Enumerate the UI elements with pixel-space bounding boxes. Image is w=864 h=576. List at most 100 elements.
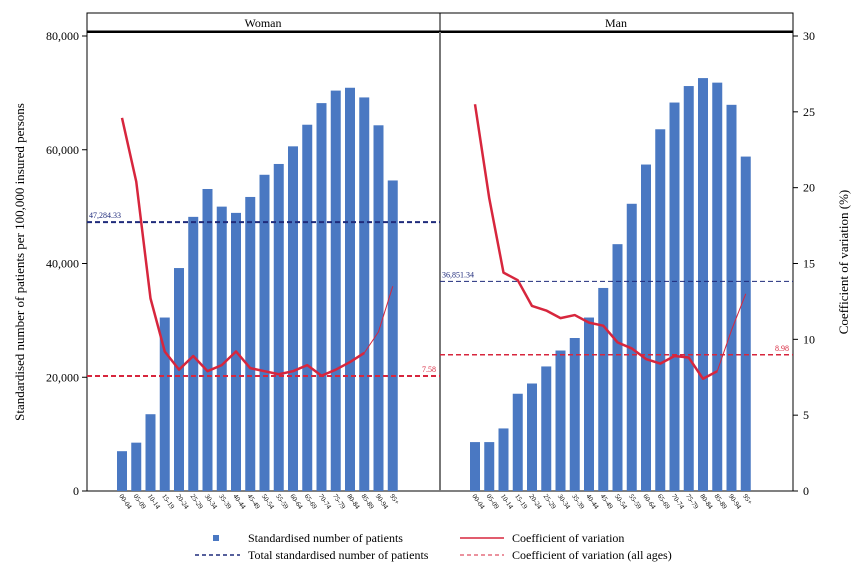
total-reference-label: 36,851.34 xyxy=(442,270,474,279)
bar xyxy=(498,428,509,491)
x-tick-label: 85-89 xyxy=(713,493,729,511)
bar xyxy=(288,146,298,491)
left-axis-tick-label: 0 xyxy=(73,484,79,498)
panel-woman: 00-0405-0910-1415-1920-2425-2930-3435-39… xyxy=(87,87,440,511)
bar xyxy=(726,104,737,491)
x-tick-label: 60-64 xyxy=(641,493,657,511)
x-tick-label: 70-74 xyxy=(317,493,333,511)
strip-label-woman: Woman xyxy=(244,16,281,30)
bar xyxy=(698,78,708,492)
strip-label-man: Man xyxy=(605,16,627,30)
legend: Standardised number of patients Coeffici… xyxy=(195,531,672,562)
bar xyxy=(387,180,398,491)
bar xyxy=(245,196,256,492)
x-tick-label: 20-24 xyxy=(174,493,190,511)
x-tick-label: 95+ xyxy=(388,493,401,507)
bar xyxy=(470,442,480,491)
right-axis-tick-label: 20 xyxy=(803,181,815,195)
x-tick-label: 65-69 xyxy=(656,493,672,511)
panel-man: 00-0405-0910-1415-1920-2425-2930-3435-39… xyxy=(440,78,793,511)
bar xyxy=(117,451,127,491)
cv-line xyxy=(120,117,365,377)
cv-all-reference-label: 7.58 xyxy=(422,365,436,374)
bar xyxy=(569,338,580,491)
x-tick-label: 65-69 xyxy=(303,493,319,511)
x-tick-label: 90-94 xyxy=(374,493,390,511)
x-tick-label: 25-29 xyxy=(189,493,205,511)
x-tick-label: 70-74 xyxy=(670,493,686,511)
bar xyxy=(359,97,370,492)
x-tick-label: 50-54 xyxy=(613,493,629,511)
right-axis-tick-label: 30 xyxy=(803,29,815,43)
left-axis: 0 20,000 40,000 60,000 80,000 xyxy=(46,29,87,498)
legend-label-total: Total standardised number of patients xyxy=(248,548,429,562)
bar xyxy=(598,287,609,491)
bar xyxy=(683,86,694,492)
legend-label-cv-all: Coefficient of variation (all ages) xyxy=(512,548,672,562)
left-axis-tick-label: 60,000 xyxy=(46,143,79,157)
left-axis-tick-label: 80,000 xyxy=(46,29,79,43)
legend-label-bar: Standardised number of patients xyxy=(248,531,403,545)
bar xyxy=(174,268,184,491)
x-tick-label: 25-29 xyxy=(542,493,558,511)
x-tick-label: 30-34 xyxy=(556,493,572,511)
x-tick-label: 95+ xyxy=(741,493,754,507)
x-tick-label: 10-14 xyxy=(499,493,515,511)
bar xyxy=(145,414,156,491)
bar xyxy=(740,156,751,491)
bar xyxy=(484,442,495,491)
left-axis-tick-label: 20,000 xyxy=(46,370,79,384)
bar xyxy=(345,87,355,491)
right-axis-tick-label: 0 xyxy=(803,484,809,498)
bar xyxy=(669,102,680,491)
bar xyxy=(641,164,651,491)
right-axis-label: Coefficient of variation (%) xyxy=(836,190,851,335)
x-tick-label: 45-49 xyxy=(599,493,615,511)
x-tick-label: 45-49 xyxy=(246,493,262,511)
x-tick-label: 85-89 xyxy=(360,493,376,511)
bar xyxy=(330,90,341,491)
x-tick-label: 55-59 xyxy=(274,493,290,511)
right-axis-tick-label: 5 xyxy=(803,408,809,422)
x-tick-label: 15-19 xyxy=(513,493,529,511)
x-tick-label: 40-44 xyxy=(584,493,600,511)
x-tick-label: 05-09 xyxy=(485,493,501,511)
bar xyxy=(131,442,142,491)
x-tick-label: 20-24 xyxy=(527,493,543,511)
bar xyxy=(302,124,313,491)
bar xyxy=(202,188,213,491)
x-tick-label: 05-09 xyxy=(132,493,148,511)
legend-swatch-bar xyxy=(213,535,219,541)
bar xyxy=(555,350,566,491)
bar xyxy=(527,383,537,491)
x-tick-label: 55-59 xyxy=(627,493,643,511)
bar xyxy=(541,366,552,491)
bar xyxy=(655,129,666,491)
x-tick-label: 75-79 xyxy=(684,493,700,511)
x-tick-label: 90-94 xyxy=(727,493,743,511)
bar xyxy=(373,125,384,491)
x-tick-label: 35-39 xyxy=(217,493,233,511)
right-axis-tick-label: 25 xyxy=(803,105,815,119)
right-axis-tick-label: 15 xyxy=(803,257,815,271)
x-tick-label: 40-44 xyxy=(231,493,247,511)
x-tick-label: 35-39 xyxy=(570,493,586,511)
legend-label-cv: Coefficient of variation xyxy=(512,531,624,545)
x-tick-label: 00-04 xyxy=(470,493,486,511)
bar xyxy=(612,244,623,491)
x-tick-label: 10-14 xyxy=(146,493,162,511)
bar xyxy=(273,163,284,491)
x-tick-label: 80-84 xyxy=(345,493,361,511)
bar xyxy=(712,82,723,491)
x-tick-label: 50-54 xyxy=(260,493,276,511)
bar xyxy=(316,103,327,492)
total-reference-label: 47,284.33 xyxy=(89,211,121,220)
right-axis-tick-label: 10 xyxy=(803,332,815,346)
right-axis: 0 5 10 15 20 25 30 xyxy=(793,29,815,498)
bar xyxy=(584,317,594,491)
x-tick-label: 30-34 xyxy=(203,493,219,511)
cv-line xyxy=(473,104,718,381)
x-tick-label: 15-19 xyxy=(160,493,176,511)
left-axis-tick-label: 40,000 xyxy=(46,257,79,271)
